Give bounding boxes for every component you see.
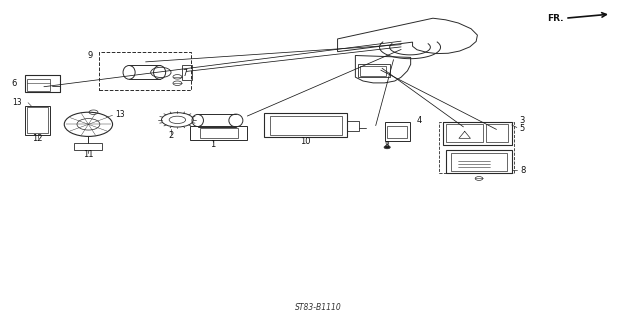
Bar [27,79,50,91]
Text: 2: 2 [168,131,174,140]
Bar [182,65,192,80]
Bar [347,121,359,131]
Bar [361,66,386,76]
Text: 1: 1 [210,140,215,148]
Text: 4: 4 [417,116,422,125]
Text: 8: 8 [520,166,526,175]
Bar [25,106,50,134]
Text: 10: 10 [301,137,311,146]
Bar [387,125,408,138]
Bar [264,113,347,137]
Bar [440,122,514,173]
Text: 12: 12 [32,134,43,143]
Bar [75,143,103,150]
Text: 13: 13 [12,98,22,107]
Text: 13: 13 [115,110,125,119]
Text: 5: 5 [519,124,525,132]
Text: 3: 3 [519,116,525,125]
Circle shape [384,146,390,149]
Text: 7: 7 [182,69,187,78]
Bar [25,75,60,92]
Bar [451,153,507,171]
Bar [446,150,512,173]
Bar [199,128,238,138]
Text: 8: 8 [385,141,389,150]
Bar [486,124,508,142]
Text: 6: 6 [12,79,17,88]
Bar [190,126,247,140]
Bar [269,116,342,134]
Text: ST83-B1110: ST83-B1110 [295,303,342,312]
Text: FR.: FR. [547,14,563,23]
Bar [443,122,512,145]
Bar [27,107,48,133]
Bar [447,124,483,142]
Bar [358,64,390,77]
Text: 9: 9 [88,51,93,60]
Bar [385,123,410,141]
Text: 11: 11 [83,150,94,159]
Bar [99,52,191,90]
